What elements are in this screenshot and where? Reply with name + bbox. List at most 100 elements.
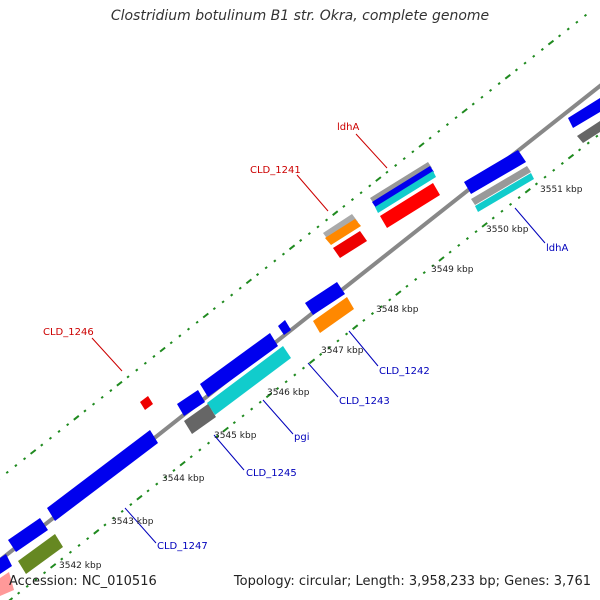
cds-right-edge-blue[interactable] (568, 98, 600, 128)
cds-pgi-cyan[interactable] (207, 346, 291, 415)
gene-labels: ldhA CLD_1241 CLD_1246 ldhA CLD_1242 CLD… (43, 122, 568, 552)
tick-mark (454, 116, 458, 120)
tick-mark (281, 252, 285, 256)
cds-ldhA-reverse-cyan[interactable] (475, 173, 534, 212)
cds-ldhA-forward-gray[interactable] (370, 162, 432, 204)
cds-cld1241-red[interactable] (333, 231, 367, 258)
tick-mark (422, 271, 426, 275)
tick-mark (143, 361, 147, 365)
cds-cld1242-blue[interactable] (305, 282, 345, 315)
tick-mark (332, 210, 339, 216)
gene-label-cld1243[interactable]: CLD_1243 (339, 396, 390, 407)
tick-mark (514, 68, 519, 72)
tick-rings (0, 13, 599, 600)
tick-mark (264, 266, 268, 270)
tick-mark (465, 237, 469, 241)
cds-cld1247-small-blue[interactable] (8, 518, 48, 552)
tick-mark (258, 400, 262, 404)
tick-mark (481, 222, 488, 228)
tick-mark (135, 368, 139, 372)
tick-mark (532, 54, 536, 58)
tick-mark (445, 123, 449, 127)
cds-ldhA-reverse-gray[interactable] (471, 166, 531, 205)
gene-label-ldhA-reverse[interactable]: ldhA (546, 243, 568, 254)
tick-mark (198, 448, 202, 452)
gene-label-cld1246[interactable]: CLD_1246 (43, 327, 94, 338)
tick-mark (120, 509, 124, 513)
gene-label-cld1247[interactable]: CLD_1247 (157, 541, 208, 552)
tick-mark (284, 380, 288, 384)
tick-mark (352, 324, 359, 330)
tick-mark (448, 250, 452, 254)
cds-cld1242-orange[interactable] (313, 297, 354, 333)
gene-label-cld1245[interactable]: CLD_1245 (246, 468, 297, 479)
cds-cld1245-gray[interactable] (184, 404, 216, 434)
tick-mark (543, 175, 547, 179)
tick-mark (491, 216, 495, 220)
tick-mark (509, 202, 513, 206)
tick-mark (42, 571, 47, 575)
cds-cld1243-blue[interactable] (278, 320, 291, 335)
tick-mark (169, 341, 173, 345)
tick-mark (189, 455, 193, 459)
cds-cld1246-red[interactable] (140, 396, 153, 410)
cds-cld1245-blue[interactable] (177, 390, 205, 416)
tick-mark (471, 102, 475, 106)
tick-mark (29, 449, 37, 455)
tick-mark (241, 414, 245, 418)
tick-mark (547, 39, 555, 46)
cds-ldhA-forward-red[interactable] (380, 183, 440, 228)
gene-label-cld1241[interactable]: CLD_1241 (250, 165, 301, 176)
kbp-label: 3542 kbp (59, 561, 102, 571)
tick-mark (17, 591, 21, 595)
cds-left-edge-blue[interactable] (0, 554, 12, 574)
kbp-labels: 3542 kbp 3543 kbp 3544 kbp 3545 kbp 3546… (59, 185, 583, 571)
cds-left-edge-pink[interactable] (0, 572, 14, 596)
tick-mark (540, 47, 544, 51)
tick-mark (308, 358, 316, 365)
tick-mark (129, 503, 133, 507)
tick-mark (342, 204, 346, 208)
tick-mark (222, 426, 229, 433)
cds-ldhA-forward-cyan[interactable] (375, 171, 436, 213)
tick-mark (73, 415, 80, 421)
gene-label-cld1242[interactable]: CLD_1242 (379, 366, 430, 377)
cds-ldhA-forward-blue[interactable] (372, 166, 434, 208)
tick-mark (307, 232, 311, 236)
tick-mark (255, 273, 260, 277)
cds-cld1241-orange[interactable] (325, 219, 361, 245)
tick-mark (489, 88, 493, 92)
tick-mark (504, 74, 511, 80)
tick-mark (238, 286, 242, 290)
cds-right-edge-gray[interactable] (577, 121, 600, 143)
tick-mark (437, 129, 441, 133)
cds-cld1247-long-blue[interactable] (47, 430, 158, 521)
gene-label-ldhA-forward[interactable]: ldhA (337, 122, 359, 133)
tick-mark (379, 305, 383, 309)
tick-mark (109, 389, 113, 393)
tick-mark (385, 170, 389, 174)
tick-mark (250, 407, 254, 411)
tick-mark (146, 489, 150, 493)
tick-mark (517, 196, 521, 200)
tick-mark (480, 95, 484, 99)
tick-mark (362, 318, 366, 322)
cds-olive[interactable] (18, 534, 63, 574)
kbp-label: 3544 kbp (162, 474, 205, 484)
cds-ldhA-reverse-blue[interactable] (464, 150, 526, 194)
tick-mark (100, 395, 104, 399)
tick-mark (560, 161, 564, 165)
tick-mark (557, 34, 562, 38)
tick-mark (316, 225, 320, 229)
tick-mark (136, 494, 143, 501)
tick-mark (583, 13, 588, 17)
cds-cld1243-long-blue[interactable] (200, 333, 278, 397)
tick-mark (206, 441, 211, 445)
tick-mark (552, 168, 556, 172)
tick-mark (327, 346, 331, 350)
tick-mark (186, 327, 191, 331)
tick-mark (431, 264, 435, 268)
tick-mark (293, 373, 297, 377)
gene-label-pgi[interactable]: pgi (294, 432, 309, 443)
